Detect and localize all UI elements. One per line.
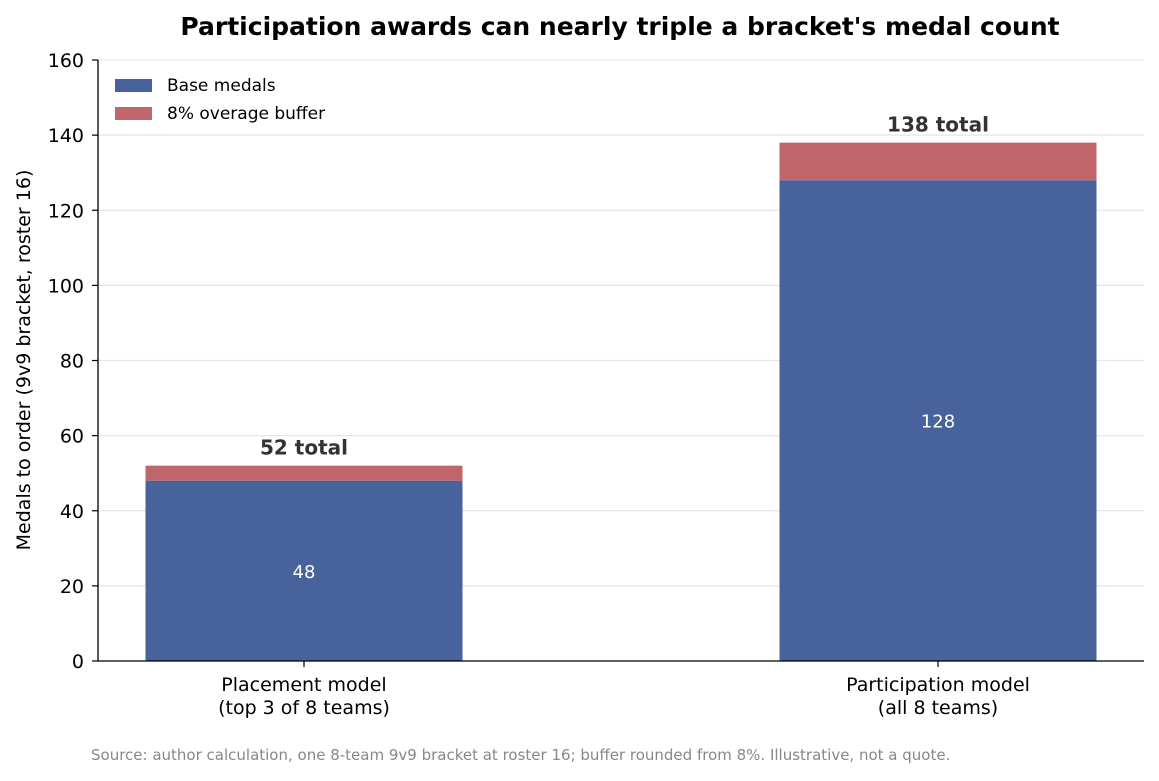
y-tick-label: 0 bbox=[72, 651, 84, 673]
y-tick-label: 20 bbox=[60, 576, 84, 598]
x-tick-label: Participation model bbox=[846, 674, 1030, 696]
bar-total-label: 138 total bbox=[887, 113, 989, 137]
x-tick-label: (top 3 of 8 teams) bbox=[218, 697, 390, 719]
legend-label: 8% overage buffer bbox=[167, 104, 325, 124]
bar-value-label: 128 bbox=[921, 412, 955, 433]
y-tick-label: 80 bbox=[60, 351, 84, 373]
legend-label: Base medals bbox=[167, 76, 276, 96]
y-tick-label: 120 bbox=[48, 200, 84, 222]
bar-buffer bbox=[145, 465, 463, 481]
legend-swatch bbox=[115, 79, 152, 92]
y-tick-label: 100 bbox=[48, 275, 84, 297]
x-tick-label: (all 8 teams) bbox=[878, 697, 998, 719]
bars bbox=[145, 142, 1097, 661]
bar-base bbox=[145, 480, 463, 661]
data-labels: 48 52 total 128 138 total bbox=[260, 113, 989, 583]
y-tick-label: 160 bbox=[48, 50, 84, 72]
bar-base bbox=[779, 180, 1097, 661]
bar-buffer bbox=[779, 142, 1097, 181]
x-tick-label: Placement model bbox=[221, 674, 386, 696]
source-note: Source: author calculation, one 8-team 9… bbox=[91, 746, 951, 764]
legend-swatch bbox=[115, 107, 152, 120]
y-axis-label: Medals to order (9v9 bracket, roster 16) bbox=[13, 170, 35, 551]
bar-total-label: 52 total bbox=[260, 436, 348, 460]
chart-title: Participation awards can nearly triple a… bbox=[180, 12, 1059, 41]
y-tick-label: 140 bbox=[48, 125, 84, 147]
y-tick-label: 60 bbox=[60, 426, 84, 448]
bar-value-label: 48 bbox=[293, 562, 316, 583]
y-tick-label: 40 bbox=[60, 501, 84, 523]
legend: Base medals 8% overage buffer bbox=[115, 76, 325, 124]
axes: 0 20 40 60 80 100 120 140 160 Placement model(top… bbox=[48, 50, 1144, 719]
